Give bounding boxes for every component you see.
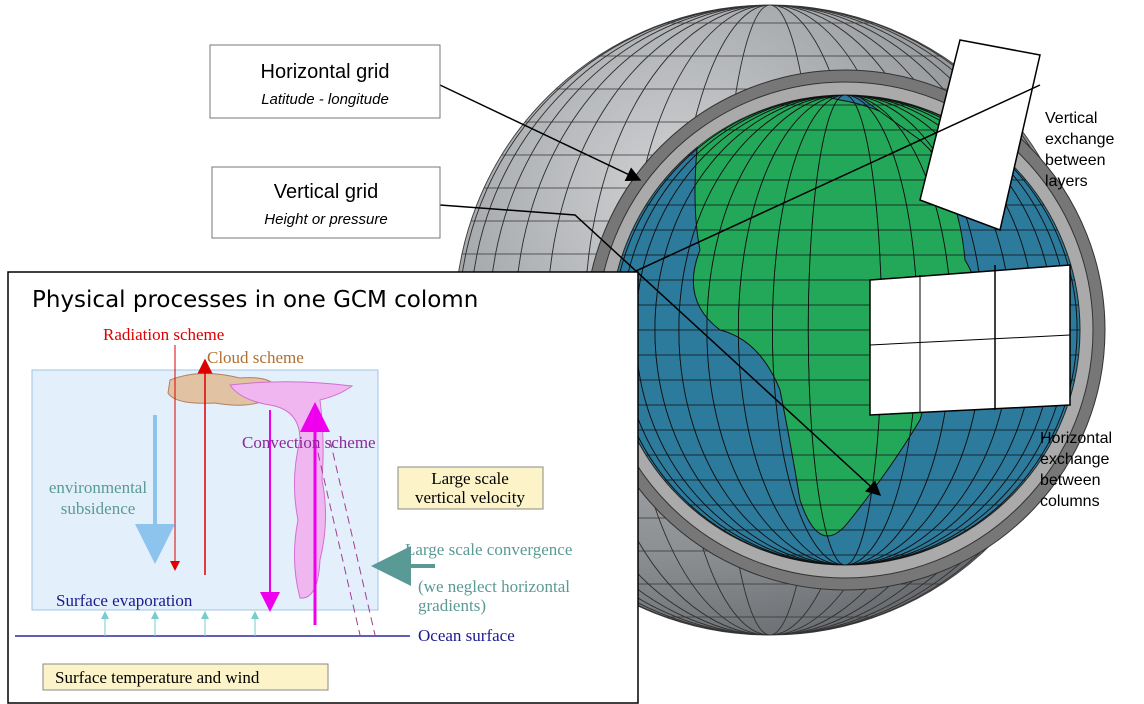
neglect-label: gradients)	[418, 596, 486, 615]
inset-title: Physical processes in one GCM colomn	[32, 287, 478, 313]
label-title: Horizontal grid	[261, 61, 390, 83]
inset: Physical processes in one GCM colomn	[7, 271, 639, 704]
ocean-label: Ocean surface	[418, 626, 515, 645]
label-subtitle: Latitude - longitude	[261, 91, 389, 108]
label-box	[211, 166, 441, 239]
radiation-label: Radiation scheme	[103, 325, 224, 344]
exchange-label: between	[1045, 152, 1106, 169]
exchange-label: columns	[1040, 493, 1100, 510]
label-title: Vertical grid	[274, 181, 379, 203]
subsidence-label: subsidence	[61, 499, 136, 518]
cloud-label: Cloud scheme	[207, 348, 304, 367]
convergence-label: Large scale convergence	[405, 540, 572, 559]
subsidence-label: environmental	[49, 478, 147, 497]
exchange-label: Horizontal	[1040, 430, 1112, 447]
surface-box-label: Surface temperature and wind	[55, 668, 260, 687]
exchange-label: between	[1040, 472, 1101, 489]
convection-label: Convection scheme	[242, 433, 376, 452]
label-box	[209, 44, 441, 119]
exchange-label: exchange	[1045, 131, 1114, 148]
exchange-label: Vertical	[1045, 110, 1097, 127]
neglect-label: (we neglect horizontal	[418, 577, 570, 596]
exchange-label: layers	[1045, 173, 1088, 190]
label-subtitle: Height or pressure	[264, 211, 387, 228]
velocity-label: Large scale	[431, 469, 509, 488]
velocity-label: vertical velocity	[415, 488, 525, 507]
exchange-label: exchange	[1040, 451, 1109, 468]
evaporation-label: Surface evaporation	[56, 591, 193, 610]
